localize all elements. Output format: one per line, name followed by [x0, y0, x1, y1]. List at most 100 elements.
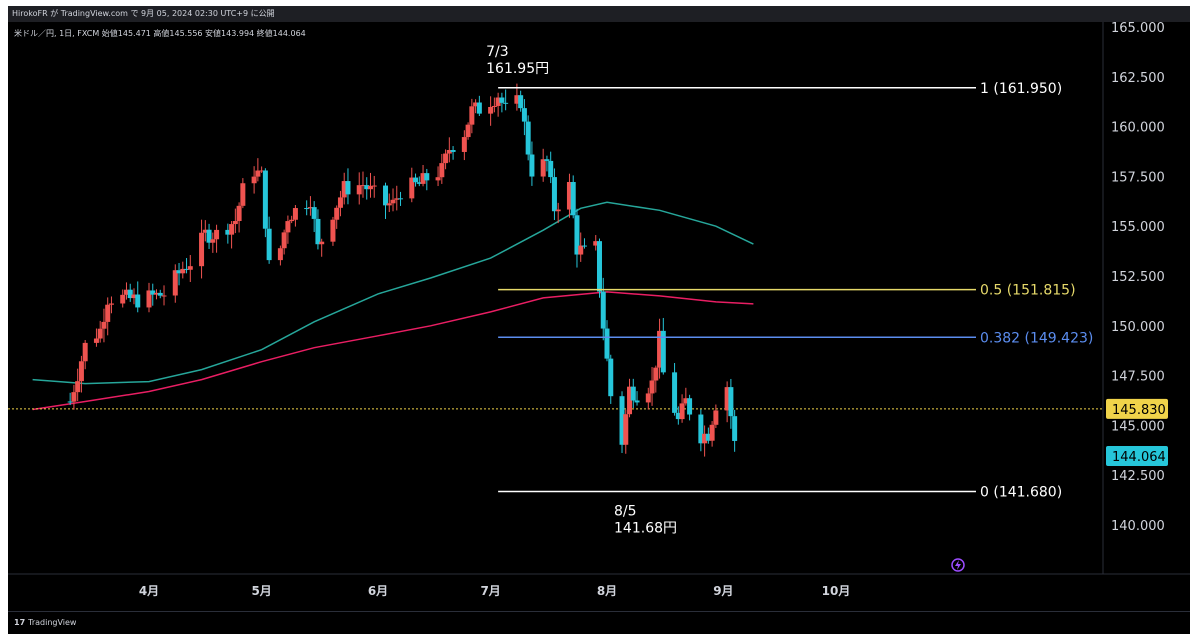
- candle-body: [593, 241, 599, 246]
- x-tick-label: 10月: [822, 584, 851, 598]
- candle-body: [521, 108, 527, 122]
- candle-body: [473, 102, 479, 107]
- candle-body: [469, 106, 475, 125]
- y-tick-label: 147.500: [1111, 370, 1165, 385]
- candle-body: [214, 229, 220, 240]
- candle-body: [210, 239, 216, 243]
- candle-body: [619, 396, 625, 445]
- candle-body: [491, 105, 497, 107]
- x-tick-label: 8月: [597, 584, 617, 598]
- candle-body: [420, 173, 426, 184]
- annotation-date: 8/5: [614, 504, 637, 520]
- candle-body: [687, 398, 693, 415]
- y-tick-label: 142.500: [1111, 469, 1165, 484]
- moving-average-long: [32, 291, 754, 411]
- candle-body: [172, 270, 178, 296]
- candle-body: [627, 386, 633, 415]
- candle-body: [450, 149, 456, 152]
- moving-average-short: [32, 201, 754, 385]
- tradingview-logo-icon: 17: [14, 618, 26, 627]
- candle-body: [281, 232, 287, 249]
- candle-body: [202, 229, 208, 233]
- fib-level-label: 0.5 (151.815): [980, 283, 1076, 299]
- candle-body: [698, 414, 704, 444]
- fib-level-label: 1 (161.950): [980, 81, 1062, 97]
- legend-ohlc: 米ドル／円, 1日, FXCM 始値145.471 高値145.556 安値14…: [14, 28, 306, 38]
- publish-header: HirokoFR が TradingView.com で 9月 05, 2024…: [8, 6, 1190, 22]
- x-tick-label: 5月: [251, 584, 271, 598]
- candle-body: [409, 177, 415, 199]
- y-tick-label: 152.500: [1111, 270, 1165, 285]
- candle-body: [709, 424, 715, 441]
- annotation-price: 161.95円: [486, 61, 549, 77]
- candle-body: [544, 159, 550, 161]
- candle-body: [82, 342, 88, 362]
- candle-body: [566, 182, 572, 210]
- candle-body: [371, 185, 377, 187]
- candle-body: [672, 372, 678, 413]
- y-tick-label: 162.500: [1111, 71, 1165, 86]
- candle-body: [683, 398, 689, 404]
- candle-body: [499, 97, 505, 103]
- candle-body: [645, 393, 651, 403]
- candle-body: [229, 224, 235, 235]
- candle-body: [71, 392, 77, 402]
- candle-body: [574, 215, 580, 255]
- candle-body: [416, 182, 422, 184]
- candle-body: [285, 221, 291, 233]
- fib-level-label: 0.382 (149.423): [980, 330, 1093, 346]
- candle-body: [262, 170, 268, 229]
- lightning-bolt-icon: [955, 560, 961, 570]
- price-tag-label: 145.830: [1112, 403, 1166, 418]
- candle-body: [78, 361, 84, 382]
- candle-body: [232, 221, 238, 225]
- candle-body: [108, 303, 114, 305]
- candle-body: [495, 97, 501, 106]
- candle-body: [653, 367, 659, 381]
- candle-body: [581, 245, 587, 247]
- candle-body: [596, 241, 602, 292]
- footer-brand[interactable]: TradingView: [28, 618, 77, 627]
- candle-body: [150, 290, 156, 295]
- candle-body: [608, 358, 614, 397]
- candle-body: [97, 328, 103, 339]
- chart-frame: 米ドル／円, 1日, FXCM 始値145.471 高値145.556 安値14…: [8, 6, 1190, 634]
- fib-level-label: 0 (141.680): [980, 485, 1062, 501]
- chart-background: [8, 6, 1190, 634]
- candle-body: [75, 381, 81, 393]
- candle-body: [461, 137, 467, 152]
- candle-body: [657, 330, 663, 368]
- annotation-price: 141.68円: [614, 521, 677, 537]
- price-tag-current: [1106, 446, 1168, 467]
- candle-body: [337, 197, 343, 208]
- candle-body: [413, 177, 419, 183]
- candle-body: [529, 154, 535, 177]
- candle-body: [131, 294, 137, 299]
- candle-body: [503, 102, 509, 104]
- candle-body: [525, 121, 531, 155]
- candle-body: [255, 170, 261, 177]
- candle-body: [334, 207, 340, 220]
- lightning-icon[interactable]: [951, 558, 965, 572]
- candle-body: [604, 328, 610, 359]
- candle-body: [251, 176, 257, 184]
- candle-body: [394, 198, 400, 200]
- candle-body: [578, 245, 584, 255]
- candle-body: [555, 209, 561, 212]
- candle-body: [356, 185, 362, 195]
- candle-body: [443, 153, 449, 164]
- candle-body: [551, 177, 557, 212]
- candle-body: [386, 203, 392, 206]
- candle-body: [123, 289, 129, 295]
- candlestick-chart[interactable]: 米ドル／円, 1日, FXCM 始値145.471 高値145.556 安値14…: [8, 6, 1190, 634]
- candle-body: [548, 160, 554, 178]
- candle-body: [176, 270, 182, 274]
- candle-body: [289, 219, 295, 222]
- candle-body: [225, 229, 231, 235]
- candle-body: [600, 291, 606, 329]
- candle-body: [292, 208, 298, 220]
- y-tick-label: 157.500: [1111, 170, 1165, 185]
- candle-body: [367, 185, 373, 190]
- candle-body: [439, 163, 445, 178]
- candle-body: [101, 321, 107, 329]
